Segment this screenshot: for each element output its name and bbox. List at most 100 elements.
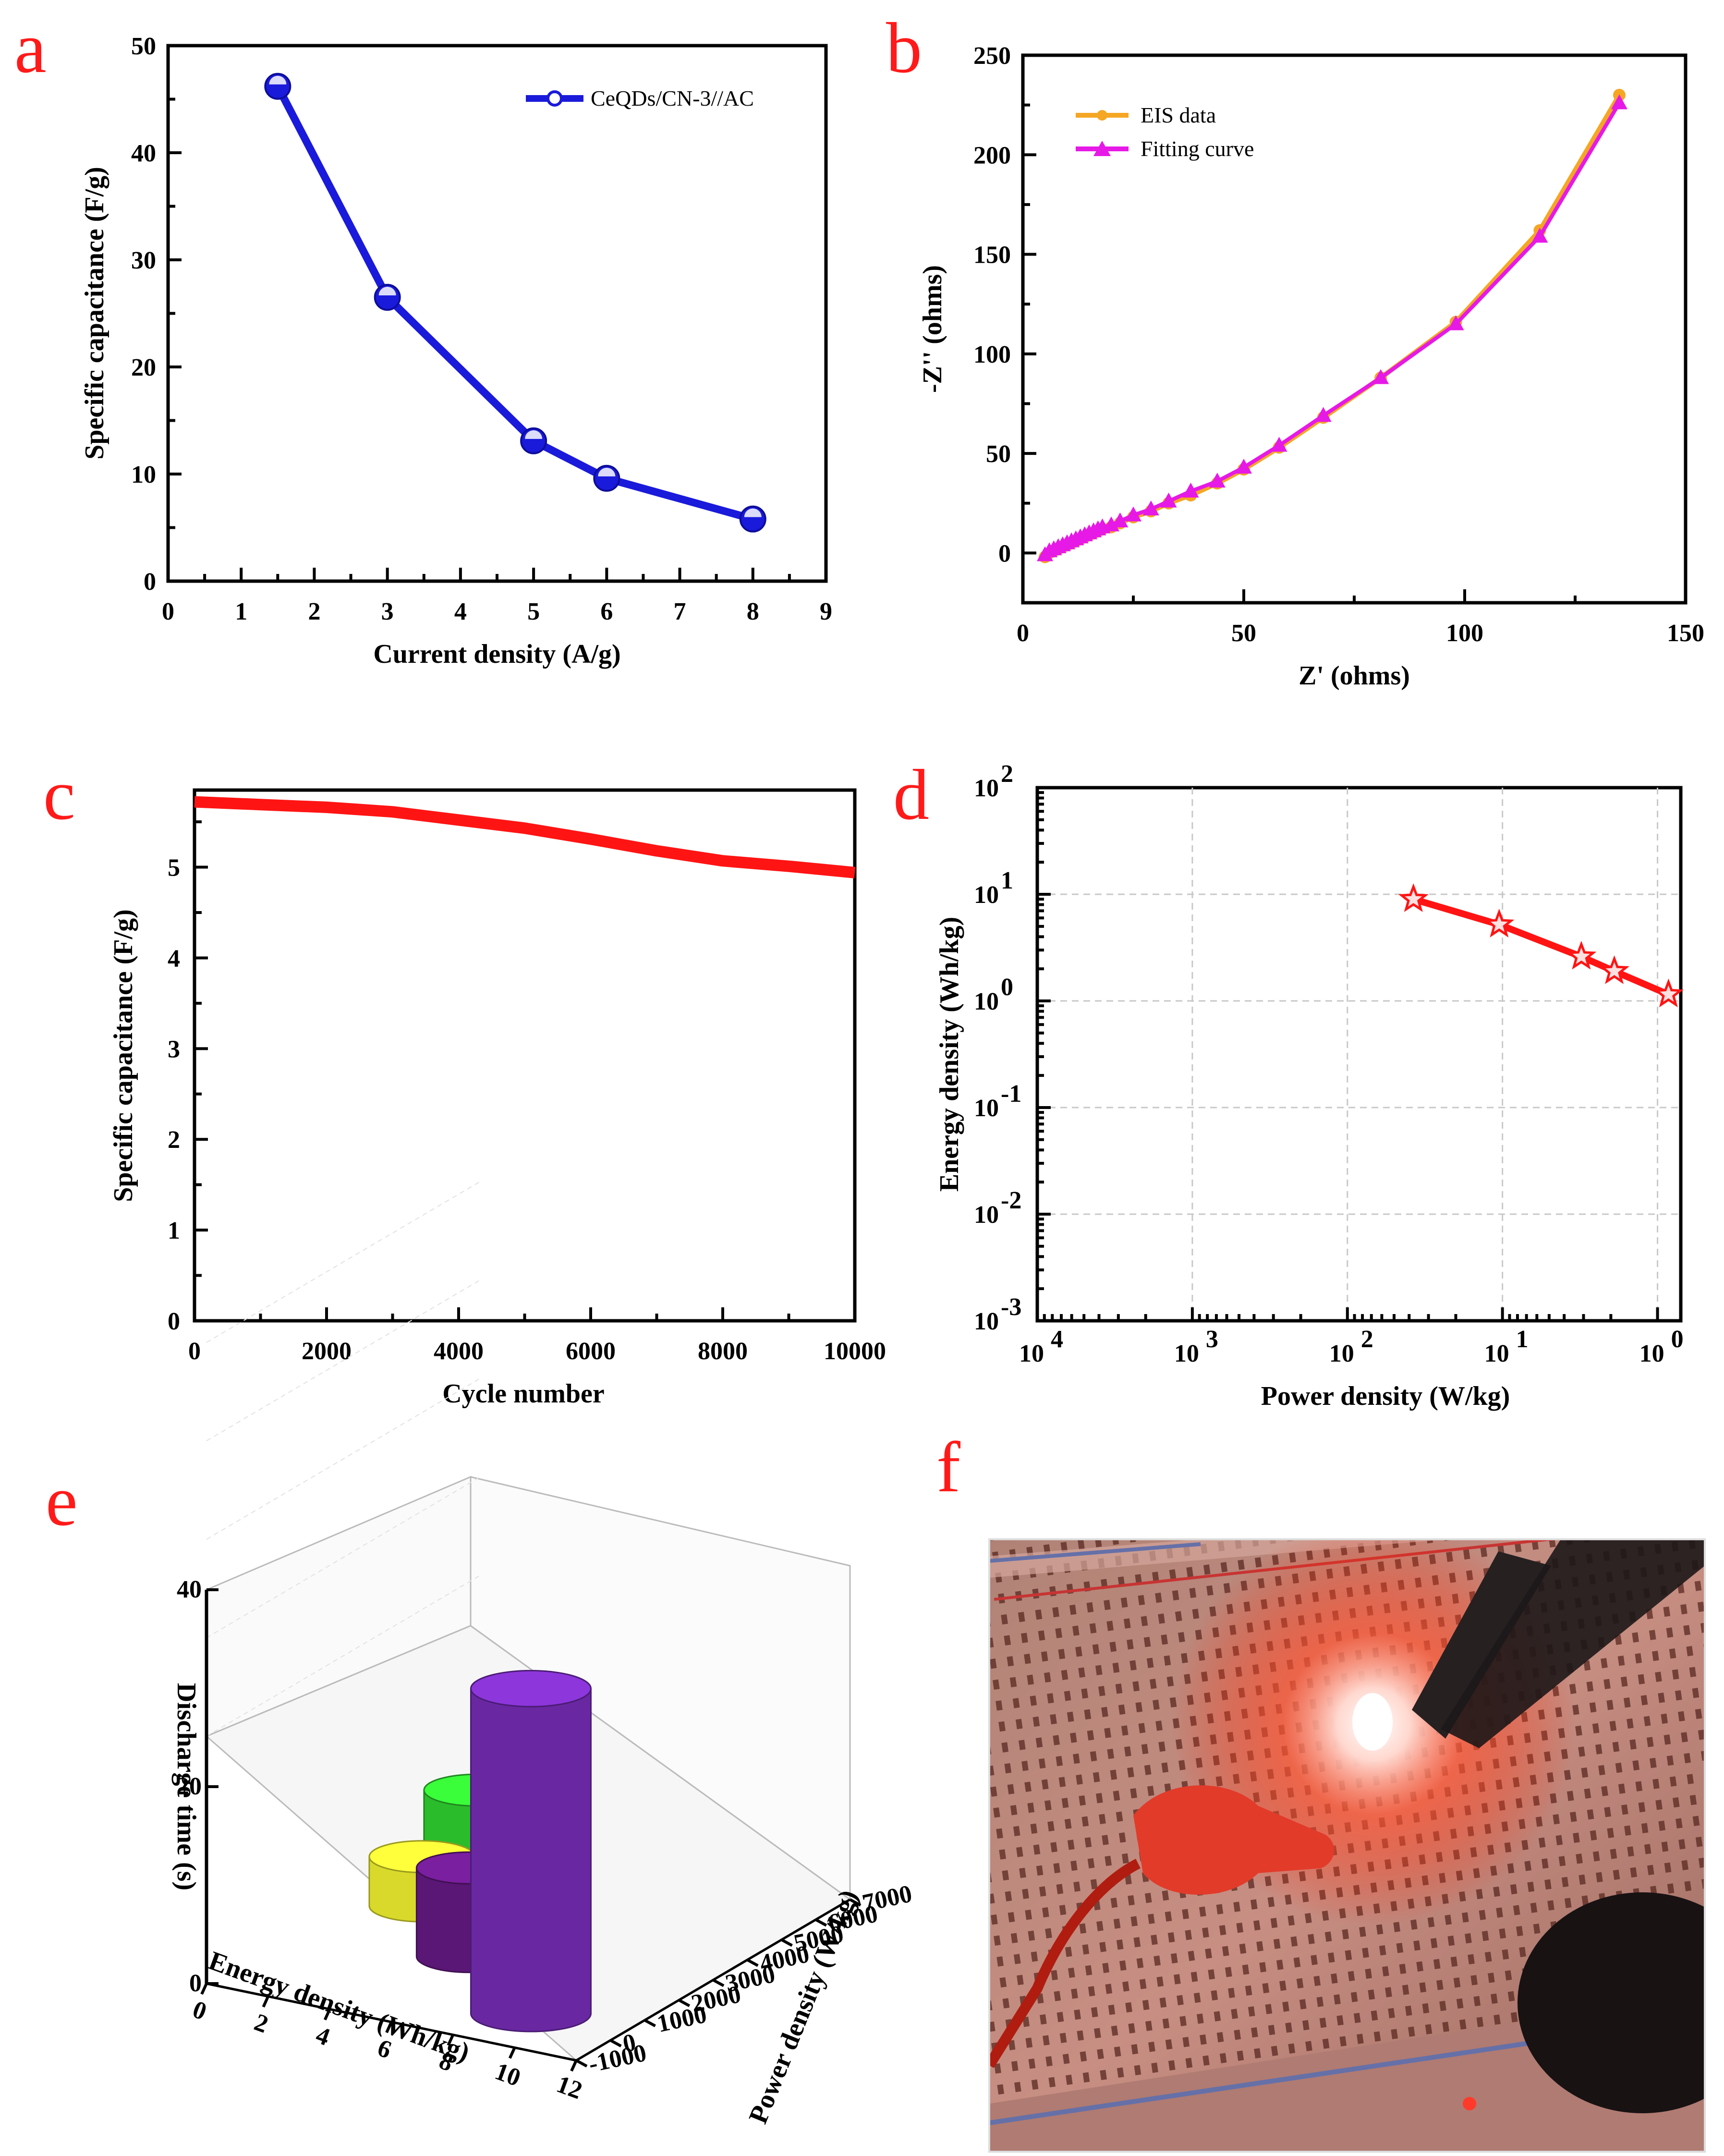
chart-a-point-highlight: [269, 75, 287, 85]
chart-a-xtick-label: 2: [308, 598, 320, 625]
chart-e-grid: [206, 1181, 481, 1737]
chart-d-xtick-label: 10: [1174, 1340, 1199, 1367]
chart-c-ytick-label: 4: [168, 945, 180, 972]
chart-c-xtick-label: 10000: [824, 1338, 886, 1365]
chart-a-xlabel: Current density (A/g): [373, 639, 620, 669]
black-clip: [1412, 1551, 1551, 1739]
chart-e-xtick-label: 12: [553, 2071, 585, 2105]
chart-b-fit-line: [1044, 102, 1621, 557]
chart-e-xtick: [323, 2009, 331, 2021]
chart-e: 0 2 4 6 8 10 12-100001000200030004000500060007…: [171, 1181, 915, 2128]
chart-d-point: [1653, 978, 1684, 1008]
chart-b-legend-label-fit: Fitting curve: [1141, 136, 1254, 161]
chart-c-ytick-label: 3: [168, 1035, 180, 1063]
chart-e-gridline: [206, 1378, 481, 1540]
chart-a-xtick-label: 9: [820, 598, 832, 625]
chart-d-ytick-exp: -1: [1001, 1080, 1021, 1108]
chart-b-fit-point: [1142, 500, 1159, 516]
chart-b-ytick-label: 50: [986, 440, 1011, 468]
chart-b-legend-label-eis: EIS data: [1141, 103, 1216, 127]
chart-a-legend-label: CeQDs/CN-3//AC: [591, 86, 754, 110]
dark-object: [1518, 1892, 1705, 2113]
chart-d-xtick-exp: 4: [1051, 1326, 1063, 1353]
chart-b-eis-line: [1043, 94, 1622, 559]
chart-d-series: [1398, 883, 1684, 1008]
chart-c-xtick-label: 8000: [698, 1338, 748, 1365]
chart-b-fit-point: [1447, 315, 1464, 330]
chart-a-point-highlight: [378, 287, 396, 296]
chart-a-xtick-label: 1: [235, 598, 247, 625]
blue-rail-stripe: [989, 1542, 1201, 1563]
chart-a-xtick-label: 5: [527, 598, 540, 625]
chart-d-point: [1484, 908, 1515, 938]
chart-c: 0 2000 4000 6000 8000 10000 0 1 2 3 4 5 Cycle numbe…: [109, 788, 886, 1409]
red-wire: [989, 1859, 1141, 2068]
chart-e-gridline: [206, 1279, 481, 1441]
chart-b-fit-point: [1112, 512, 1129, 528]
chart-b-fit-point: [1182, 482, 1199, 498]
chart-e-ytick: [575, 2059, 588, 2068]
chart-b-ytick-label: 0: [998, 540, 1011, 567]
chart-c-frame: [193, 788, 857, 1323]
chart-e-ytick: [781, 1938, 793, 1947]
chart-e-ytick: [609, 2039, 622, 2047]
chart-d-xtick-label: 10: [1639, 1340, 1664, 1367]
chart-d-xtick-label: 10: [1019, 1340, 1044, 1367]
chart-c-series: [194, 796, 856, 878]
chart-d-ytick-label: 10: [974, 775, 999, 802]
chart-d-ytick-exp: -2: [1001, 1187, 1021, 1214]
chart-a-legend-marker: [546, 90, 563, 107]
chart-d-point: [1566, 940, 1597, 970]
chart-b-legend-marker-eis: [1097, 110, 1107, 121]
chart-e-ytick-label: 7000: [860, 1880, 915, 1917]
chart-b-fit-point: [1531, 228, 1548, 243]
small-red-light: [1463, 2097, 1476, 2110]
chart-b-ytick-label: 150: [973, 242, 1011, 269]
chart-b-ytick-label: 200: [973, 142, 1011, 169]
chart-d-xtick-exp: 2: [1361, 1326, 1373, 1353]
chart-b-xtick-label: 0: [1017, 620, 1029, 647]
panel-label-c: c: [43, 755, 75, 835]
chart-e-ytick: [849, 1898, 862, 1907]
chart-e-gridline: [206, 1476, 481, 1638]
chart-e-ytick: [815, 1918, 827, 1927]
chart-c-ytick-label: 0: [168, 1308, 180, 1335]
chart-d-ytick-exp: -3: [1001, 1293, 1021, 1321]
chart-a-point-highlight: [744, 508, 762, 517]
chart-e-gridline: [206, 1181, 481, 1343]
chart-b-xtick-label: 100: [1446, 620, 1483, 647]
chart-e-xtick: [262, 1996, 270, 2008]
chart-e-bar-top: [470, 1669, 592, 1707]
chart-e-bar-body: [470, 1688, 592, 2033]
chart-b-fit-point: [1103, 516, 1119, 532]
chart-d-ytick-exp: 0: [1001, 974, 1013, 1001]
chart-a-ytick-label: 20: [131, 354, 156, 381]
chart-d-xtick-label: 10: [1484, 1340, 1509, 1367]
chart-a-xtick-label: 6: [600, 598, 613, 625]
chart-b: 0 50 100 150 0 50 100 150 200 250 EIS data Fittin…: [918, 42, 1704, 691]
chart-a-ytick-label: 50: [131, 33, 156, 60]
chart-d-ytick-label: 10: [974, 1095, 999, 1122]
chart-a-ytick-label: 30: [131, 247, 156, 274]
chart-e-ytick: [746, 1958, 759, 1967]
chart-c-ticks: 0 2000 4000 6000 8000 10000 0 1 2 3 4 5: [168, 820, 886, 1365]
chart-c-xtick-label: 4000: [434, 1338, 484, 1365]
chart-b-ytick-label: 100: [973, 341, 1011, 368]
chart-e-xtick: [200, 1983, 208, 1995]
chart-e-xtick: [447, 2034, 455, 2046]
chart-c-xtick-label: 0: [188, 1338, 201, 1365]
chart-e-xtick-label: 10: [491, 2058, 524, 2092]
chart-d-point: [1398, 883, 1429, 912]
chart-a: 0 1 2 3 4 5 6 7 8 9 0 10 20 30 40 50 CeQDs/CN-3//AC Cur…: [80, 33, 832, 669]
chart-d-ytick-label: 10: [974, 1201, 999, 1229]
chart-d-frame: [1035, 786, 1683, 1323]
chart-a-ylabel: Specific capacitance (F/g): [80, 167, 109, 460]
panel-label-d: d: [893, 755, 929, 835]
chart-e-ztick-label: 40: [177, 1576, 202, 1603]
chart-e-zlabel: Discharge time (s): [171, 1683, 201, 1890]
chart-c-ytick-label: 2: [168, 1126, 180, 1154]
chart-e-ytick: [678, 1998, 691, 2008]
chart-c-series-line: [194, 796, 856, 878]
